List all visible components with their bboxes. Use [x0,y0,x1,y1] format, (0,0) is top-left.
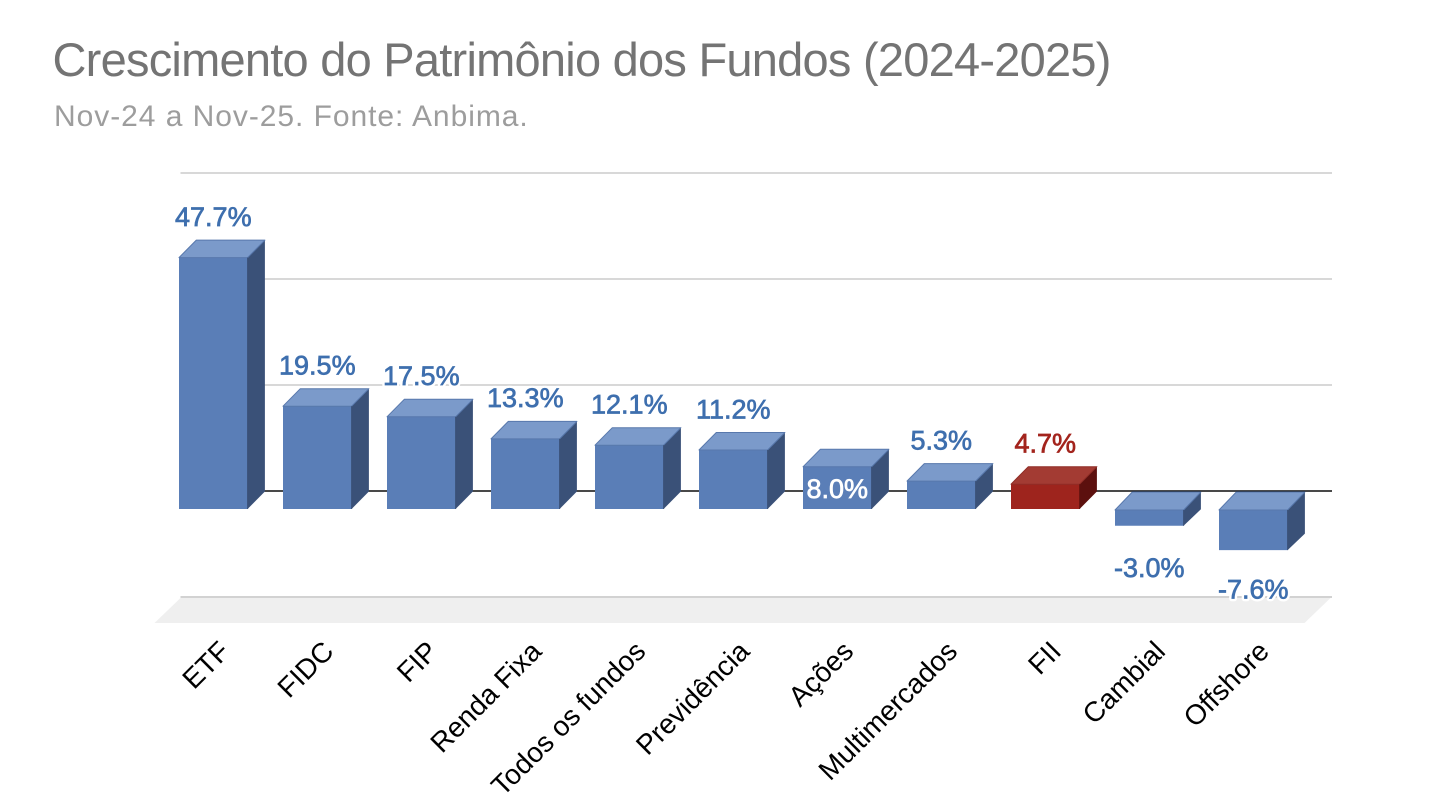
svg-text:11.2%: 11.2% [696,394,771,424]
svg-text:-3.0%: -3.0% [1114,553,1185,583]
svg-text:12.1%: 12.1% [591,390,668,420]
svg-text:47.7%: 47.7% [175,202,252,232]
svg-text:11.2%: 11.2% [696,394,771,424]
svg-text:17.5%: 17.5% [383,361,460,391]
svg-text:13.3%: 13.3% [487,383,564,413]
svg-text:47.7%: 47.7% [175,202,252,232]
svg-text:5.3%: 5.3% [911,425,973,455]
svg-text:19.5%: 19.5% [279,351,356,381]
svg-text:-3.0%: -3.0% [1114,553,1185,583]
svg-text:13.3%: 13.3% [487,383,564,413]
svg-text:12.1%: 12.1% [591,390,668,420]
svg-text:4.7%: 4.7% [1015,429,1077,459]
svg-text:-7.6%: -7.6% [1218,575,1289,605]
svg-text:8.0%: 8.0% [807,474,869,504]
svg-text:Crescimento do Patrimônio dos: Crescimento do Patrimônio dos Fundos (20… [53,33,1111,86]
svg-text:4.7%: 4.7% [1015,429,1077,459]
svg-text:Nov-24 a Nov-25. Fonte: Anbima: Nov-24 a Nov-25. Fonte: Anbima. [54,100,529,133]
svg-text:19.5%: 19.5% [279,351,356,381]
svg-text:-7.6%: -7.6% [1218,575,1289,605]
svg-text:5.3%: 5.3% [911,425,973,455]
svg-text:17.5%: 17.5% [383,361,460,391]
